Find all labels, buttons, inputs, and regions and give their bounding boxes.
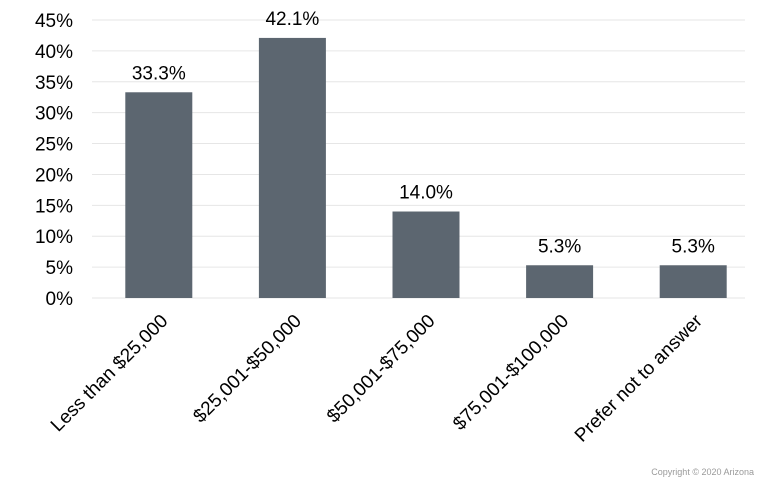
y-tick-label: 40% — [35, 42, 73, 63]
y-tick-label: 10% — [35, 227, 73, 248]
data-label: 5.3% — [538, 236, 581, 257]
y-tick-label: 20% — [35, 165, 73, 186]
y-axis-tick-labels: 0% 5% 10% 15% 20% 25% 30% 35% 40% 45% — [35, 11, 73, 310]
gridlines — [92, 19, 745, 299]
x-category-label: Prefer not to answer — [571, 310, 707, 446]
x-axis-category-labels: Less than $25,000 $25,001-$50,000 $50,001-… — [47, 310, 707, 446]
y-tick-label: 30% — [35, 104, 73, 125]
data-label: 42.1% — [265, 9, 319, 30]
x-category-label: $50,001-$75,000 — [323, 311, 439, 427]
data-labels: 33.3% 42.1% 14.0% 5.3% 5.3% — [132, 9, 715, 257]
bar — [392, 211, 460, 298]
y-tick-label: 25% — [35, 135, 73, 156]
y-tick-label: 15% — [35, 196, 73, 217]
y-tick-label: 0% — [46, 289, 74, 310]
x-category-label: $75,001-$100,000 — [449, 311, 573, 435]
data-label: 14.0% — [399, 183, 453, 204]
data-label: 5.3% — [672, 236, 715, 257]
y-tick-label: 35% — [35, 73, 73, 94]
data-label: 33.3% — [132, 63, 186, 84]
y-tick-label: 45% — [35, 11, 73, 32]
x-category-label: $25,001-$50,000 — [189, 311, 305, 427]
bar — [526, 265, 594, 298]
x-category-label: Less than $25,000 — [47, 311, 172, 436]
bar — [659, 265, 727, 298]
bars — [125, 37, 727, 298]
y-tick-label: 5% — [46, 258, 74, 279]
bar — [125, 92, 193, 298]
copyright-notice: Copyright © 2020 Arizona — [651, 467, 754, 477]
bar — [258, 37, 326, 298]
